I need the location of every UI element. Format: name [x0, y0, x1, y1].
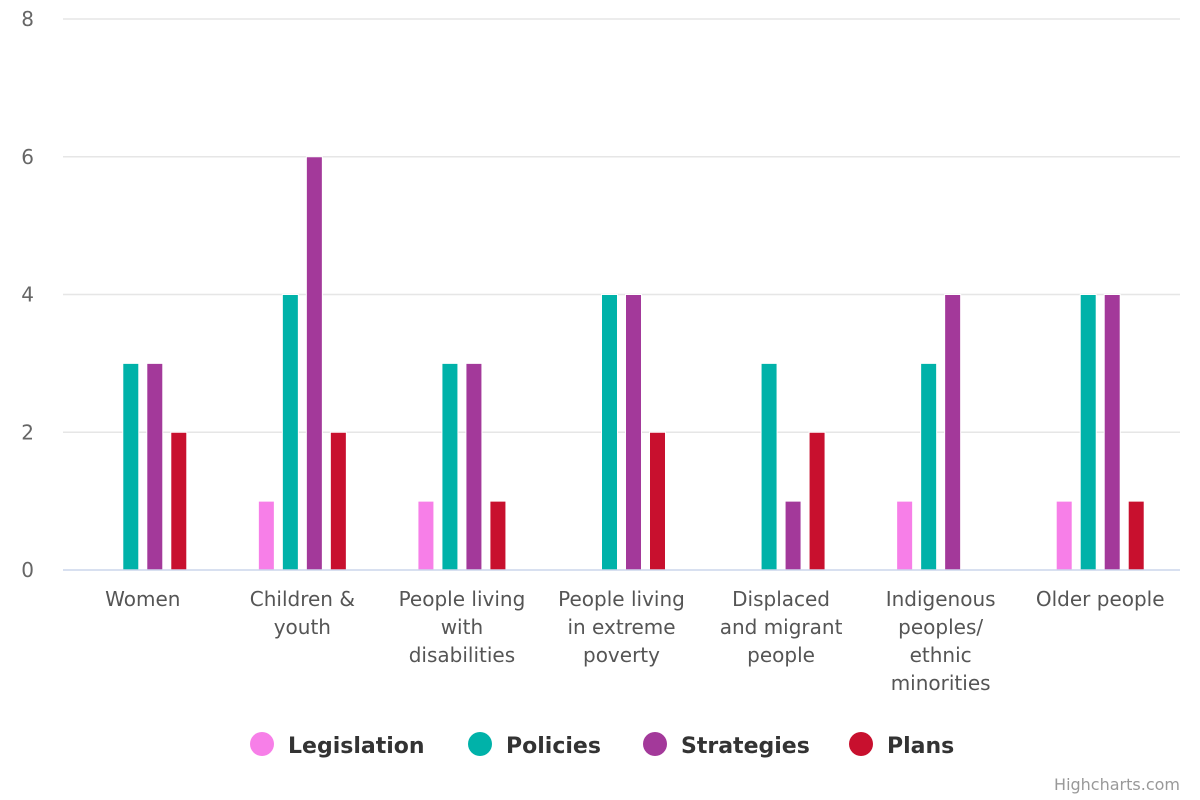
legend-label: Plans: [887, 734, 954, 759]
y-tick-label: 0: [21, 558, 34, 582]
x-category-label-line: peoples/: [898, 615, 983, 639]
legend-label: Strategies: [681, 734, 810, 759]
bar-plans[interactable]: [649, 431, 666, 571]
y-tick-label: 6: [21, 145, 34, 169]
bar-policies[interactable]: [920, 362, 938, 571]
bar-policies[interactable]: [601, 294, 618, 571]
bar-strategies[interactable]: [1103, 294, 1121, 571]
bar-policies[interactable]: [122, 362, 140, 571]
bar-strategies[interactable]: [146, 362, 164, 571]
x-category-label-line: minorities: [891, 671, 991, 695]
x-category-label-line: People living: [558, 587, 685, 611]
x-category-label: People living with disabilities: [399, 587, 526, 667]
y-tick-label: 4: [21, 283, 34, 307]
legend-marker: [849, 732, 873, 756]
x-category-label: Displaced and migrant people: [720, 587, 843, 667]
x-axis-category-labels: Women Children & youth People living with dis…: [105, 587, 1164, 695]
bar-policies[interactable]: [281, 294, 299, 571]
legend-item-policies[interactable]: Policies: [468, 732, 601, 759]
y-tick-label: 8: [21, 7, 34, 31]
legend-marker: [250, 732, 274, 756]
bar-strategies[interactable]: [465, 362, 483, 571]
bar-strategies[interactable]: [944, 294, 962, 571]
x-category-label-line: people: [747, 643, 815, 667]
grid-lines: [63, 18, 1180, 433]
x-category-label-line: People living: [399, 587, 526, 611]
x-category-label: Children & youth: [250, 587, 355, 639]
legend-label: Policies: [506, 734, 601, 759]
bar-policies[interactable]: [760, 362, 778, 571]
x-category-label-line: Children &: [250, 587, 355, 611]
bar-plans[interactable]: [489, 500, 507, 571]
x-category-label-line: ethnic: [910, 643, 972, 667]
bar-strategies[interactable]: [625, 294, 642, 571]
bar-legislation[interactable]: [257, 500, 275, 571]
x-category-label-line: youth: [274, 615, 331, 639]
bars: [122, 156, 1145, 571]
bar-plans[interactable]: [808, 431, 826, 571]
x-category-label-line: Indigenous: [886, 587, 996, 611]
x-category-label: Older people: [1036, 587, 1165, 611]
legend: Legislation Policies Strategies Plans: [250, 732, 954, 759]
bar-strategies[interactable]: [784, 500, 802, 571]
legend-marker: [643, 732, 667, 756]
credits-text[interactable]: Highcharts.com: [1054, 775, 1180, 794]
x-category-label-line: Displaced: [732, 587, 830, 611]
bar-policies[interactable]: [1079, 294, 1097, 571]
bar-policies[interactable]: [441, 362, 459, 571]
bar-plans[interactable]: [329, 431, 347, 571]
bar-strategies[interactable]: [305, 156, 323, 571]
x-category-label-line: in extreme: [567, 615, 675, 639]
x-category-label-line: Women: [105, 587, 180, 611]
bar-plans[interactable]: [1127, 500, 1145, 571]
x-category-label-line: with: [441, 615, 483, 639]
bar-legislation[interactable]: [896, 500, 914, 571]
x-category-label: Women: [105, 587, 180, 611]
bar-legislation[interactable]: [417, 500, 435, 571]
bar-plans[interactable]: [170, 431, 188, 571]
x-category-label-line: disabilities: [409, 643, 515, 667]
y-tick-label: 2: [21, 420, 34, 444]
x-category-label-line: Older people: [1036, 587, 1165, 611]
legend-label: Legislation: [288, 734, 425, 759]
legend-marker: [468, 732, 492, 756]
x-category-label-line: poverty: [583, 643, 660, 667]
x-category-label: People living in extreme poverty: [558, 587, 685, 667]
legend-item-legislation[interactable]: Legislation: [250, 732, 425, 759]
y-axis-tick-labels: 0 2 4 6 8: [21, 7, 34, 582]
legend-item-plans[interactable]: Plans: [849, 732, 954, 759]
legend-item-strategies[interactable]: Strategies: [643, 732, 810, 759]
bar-legislation[interactable]: [1055, 500, 1073, 571]
x-category-label: Indigenous peoples/ethnic minorities: [886, 587, 996, 695]
x-category-label-line: and migrant: [720, 615, 843, 639]
